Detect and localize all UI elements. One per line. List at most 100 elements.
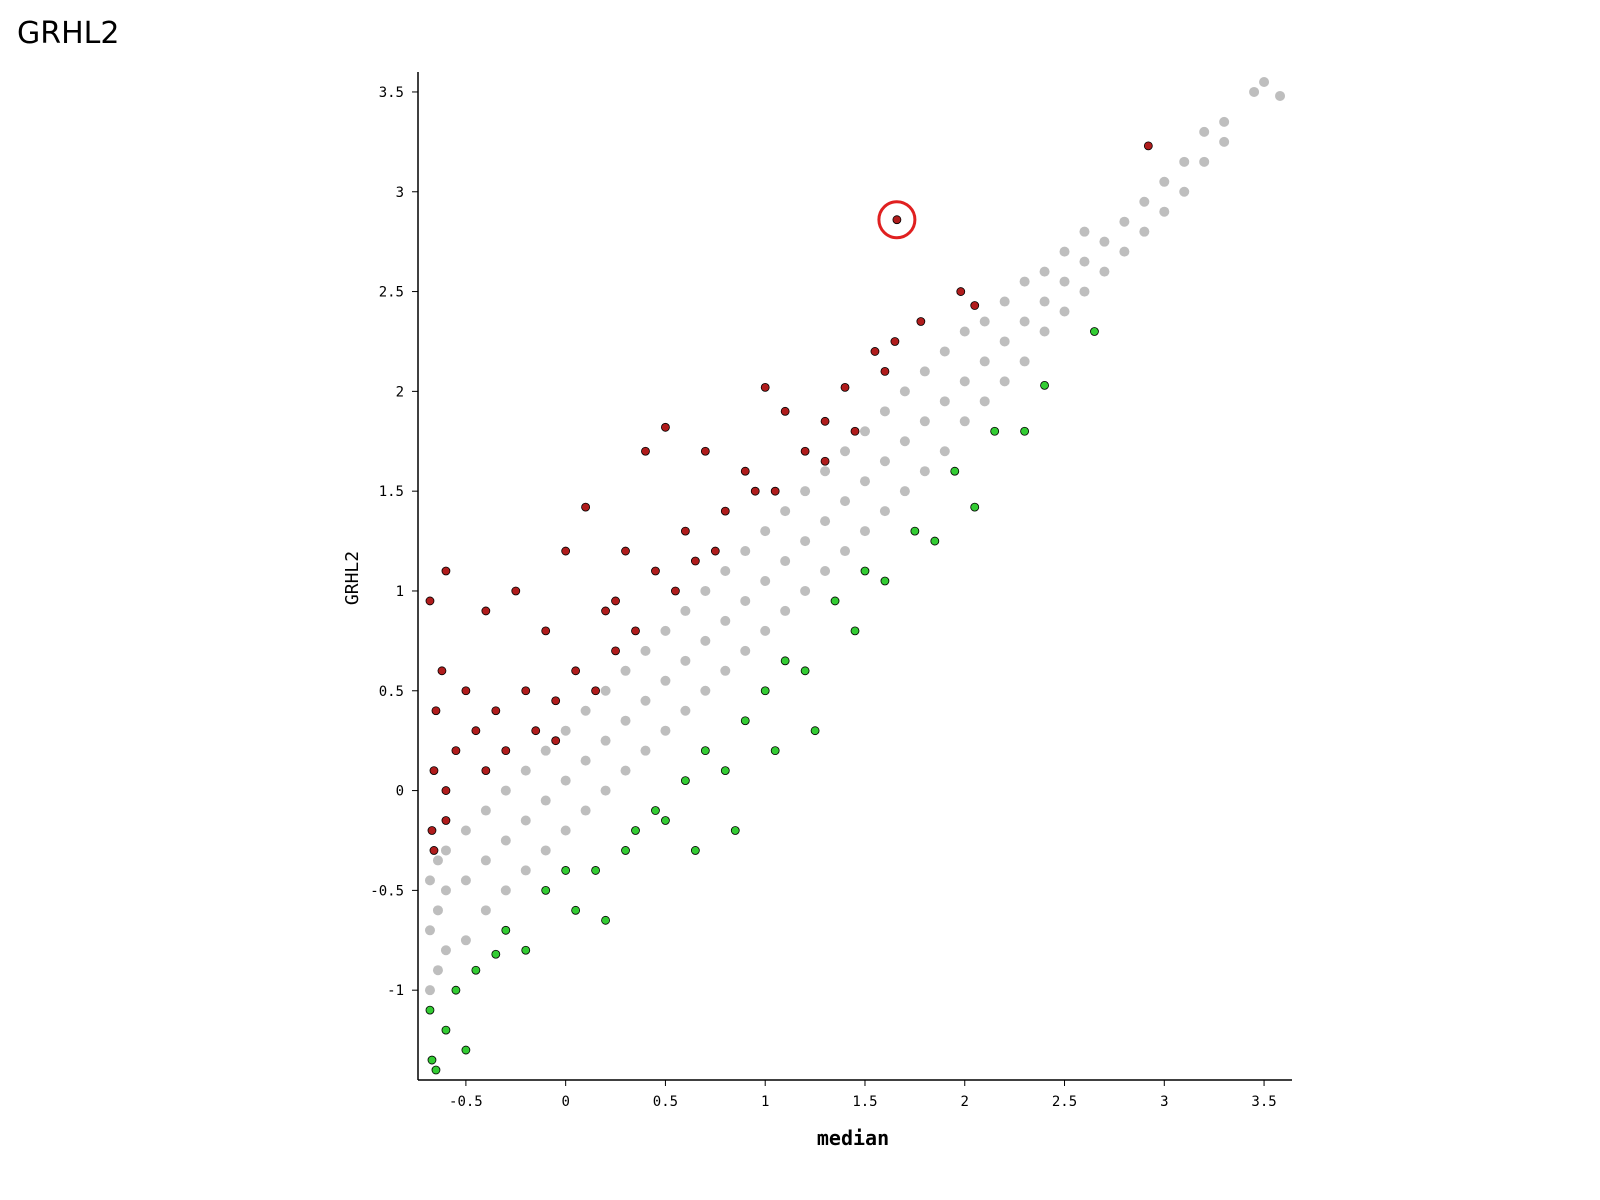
- point: [939, 446, 950, 457]
- point: [571, 666, 581, 676]
- point: [471, 726, 481, 736]
- point: [919, 416, 930, 427]
- point: [959, 416, 970, 427]
- point: [429, 766, 439, 776]
- point: [870, 347, 880, 356]
- x-tick-label: -0.5: [449, 1094, 483, 1110]
- point: [840, 446, 851, 457]
- y-tick-label: 1: [396, 584, 404, 600]
- point: [540, 845, 551, 856]
- point: [959, 376, 970, 387]
- point: [720, 615, 731, 626]
- x-tick-label: 3: [1160, 1094, 1168, 1110]
- point: [780, 605, 791, 616]
- point: [956, 287, 966, 296]
- point: [640, 645, 651, 656]
- point: [631, 626, 640, 636]
- point: [591, 866, 600, 875]
- point: [427, 1055, 437, 1065]
- point: [700, 635, 711, 646]
- point: [999, 296, 1010, 307]
- point: [431, 1065, 441, 1075]
- point: [1199, 126, 1210, 137]
- point: [501, 925, 511, 935]
- point: [520, 865, 531, 876]
- point: [820, 456, 830, 466]
- point: [979, 316, 990, 327]
- point: [1079, 286, 1090, 297]
- point: [1259, 76, 1270, 87]
- point: [491, 949, 501, 959]
- point: [531, 726, 541, 736]
- point: [541, 885, 551, 895]
- point: [641, 446, 650, 456]
- point: [970, 502, 980, 512]
- point: [500, 885, 511, 896]
- point: [640, 695, 651, 706]
- point: [441, 1025, 451, 1035]
- point: [440, 945, 451, 956]
- point: [560, 825, 571, 836]
- point: [620, 665, 631, 676]
- point: [800, 536, 811, 547]
- page-title: GRHL2: [17, 16, 120, 51]
- point: [461, 1045, 471, 1055]
- point: [424, 985, 435, 996]
- point: [611, 596, 620, 606]
- point: [480, 855, 491, 866]
- point: [460, 825, 471, 836]
- point: [680, 655, 691, 666]
- point: [810, 726, 820, 736]
- point: [551, 696, 561, 706]
- point: [541, 626, 551, 636]
- point: [979, 396, 990, 407]
- point: [740, 716, 750, 726]
- point: [800, 486, 811, 497]
- point: [990, 426, 1000, 436]
- y-tick-label: 0: [396, 784, 404, 800]
- point: [460, 875, 471, 886]
- point: [760, 686, 770, 696]
- point: [1219, 136, 1230, 147]
- point: [780, 506, 791, 517]
- point: [561, 546, 571, 556]
- point: [451, 746, 461, 756]
- point: [916, 317, 926, 326]
- point: [425, 1005, 435, 1015]
- point: [441, 816, 451, 825]
- point: [1159, 206, 1170, 217]
- point: [770, 486, 780, 496]
- point: [432, 965, 443, 976]
- point: [521, 945, 531, 955]
- point: [1079, 226, 1090, 237]
- point: [760, 382, 770, 392]
- point: [432, 905, 443, 916]
- point: [892, 215, 902, 225]
- point: [460, 935, 471, 946]
- x-tick-label: 1.5: [852, 1094, 877, 1110]
- point: [601, 606, 610, 616]
- point: [1139, 226, 1150, 237]
- point: [970, 301, 980, 310]
- point: [591, 686, 600, 696]
- point: [424, 875, 435, 886]
- point: [491, 706, 501, 716]
- point: [440, 885, 451, 896]
- point: [999, 376, 1010, 387]
- point: [600, 735, 611, 746]
- point: [1020, 426, 1030, 436]
- point: [740, 595, 751, 606]
- point: [480, 905, 491, 916]
- point: [520, 815, 531, 826]
- point: [1179, 156, 1190, 167]
- point: [880, 576, 890, 586]
- point: [879, 506, 890, 517]
- point: [1249, 86, 1260, 97]
- point: [919, 366, 930, 377]
- point: [1090, 327, 1099, 336]
- point: [859, 426, 870, 437]
- point: [999, 336, 1010, 347]
- point: [560, 775, 571, 786]
- point: [1119, 216, 1130, 227]
- point: [899, 486, 910, 497]
